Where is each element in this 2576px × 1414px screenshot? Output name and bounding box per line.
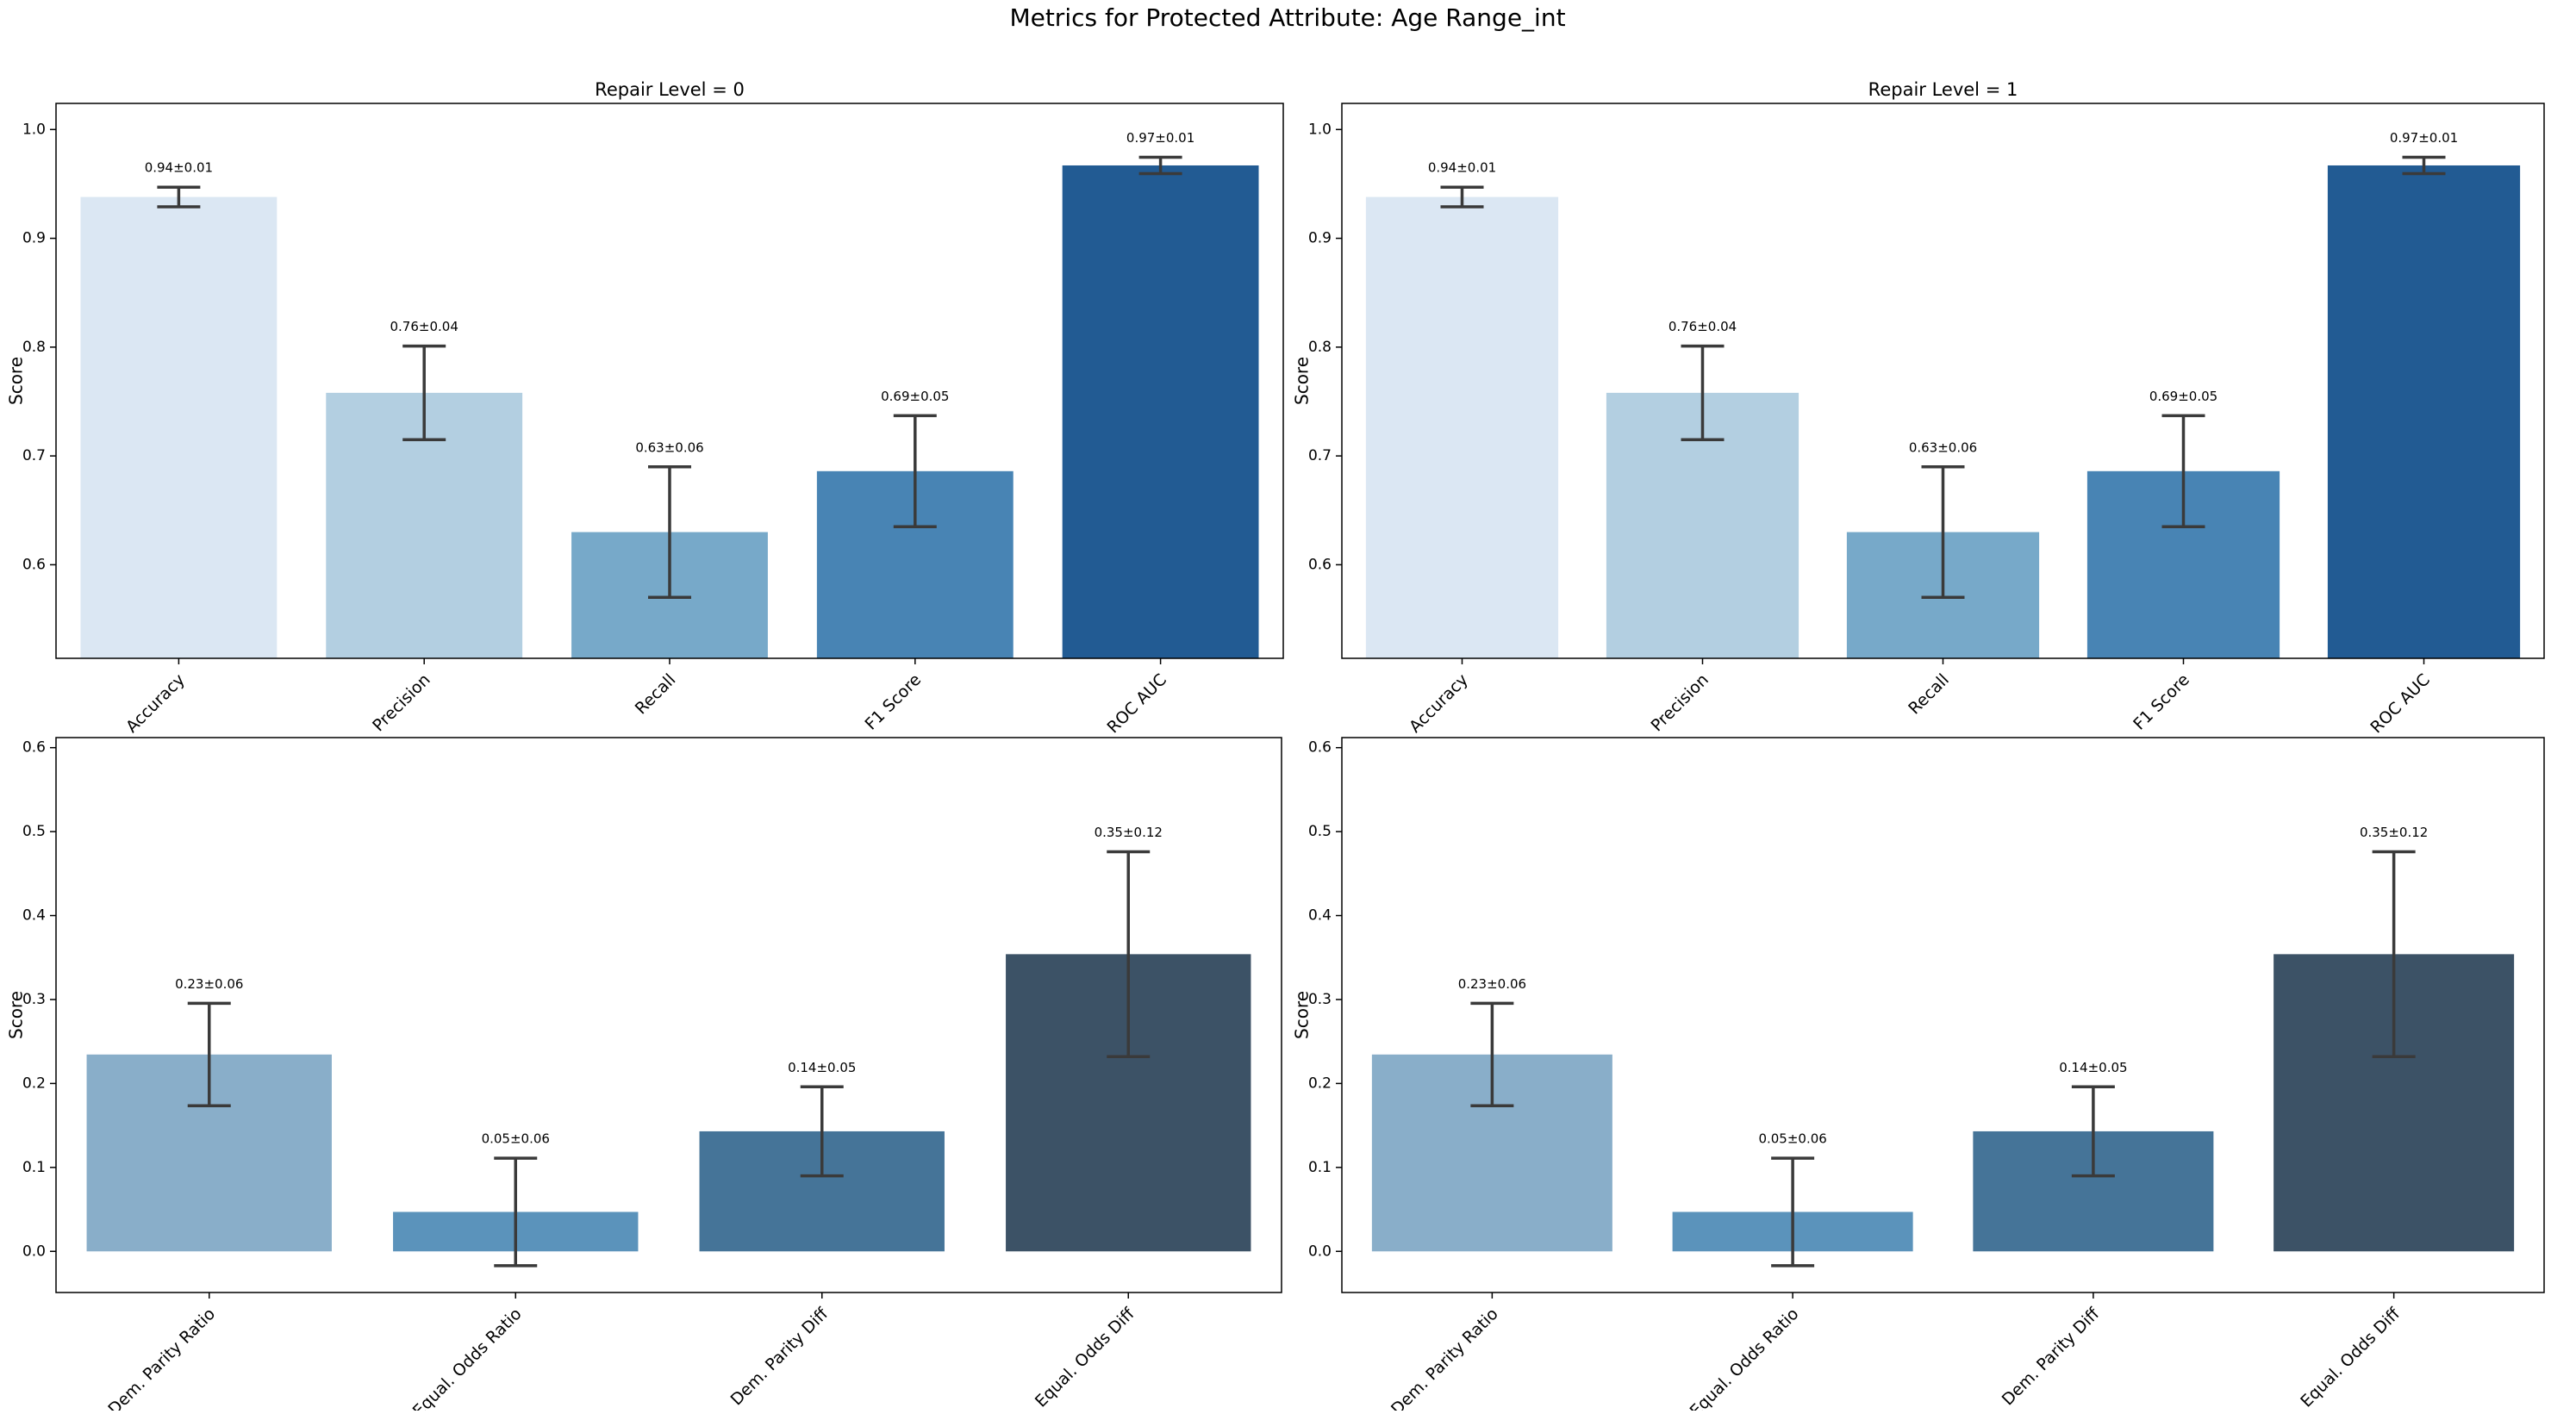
x-tick-label: Precision: [1647, 670, 1712, 736]
bar: [1365, 196, 1559, 659]
value-label: 0.14±0.05: [788, 1060, 856, 1075]
y-tick-label: 0.0: [1308, 1243, 1332, 1260]
x-tick-label: Equal. Odds Ratio: [1687, 1305, 1803, 1411]
plot-frame: [1341, 737, 2545, 1293]
y-tick-label: 0.0: [22, 1243, 46, 1260]
x-tick-label: F1 Score: [861, 670, 925, 734]
plot-frame: [55, 103, 1284, 659]
plot-frame: [55, 737, 1282, 1293]
bar: [1062, 165, 1259, 659]
y-tick-label: 0.6: [1308, 556, 1332, 573]
y-axis-label: Score: [1292, 357, 1313, 405]
value-label: 0.05±0.06: [482, 1131, 550, 1147]
y-tick-label: 0.9: [1308, 230, 1332, 247]
x-tick-label: Accuracy: [1406, 670, 1472, 737]
x-tick-label: ROC AUC: [2367, 670, 2434, 738]
value-label: 0.94±0.01: [1428, 160, 1496, 176]
figure-title: Metrics for Protected Attribute: Age Ran…: [1009, 3, 1565, 32]
y-tick-label: 0.4: [1308, 907, 1332, 925]
value-label: 0.69±0.05: [2149, 389, 2217, 404]
y-tick-label: 0.1: [22, 1159, 46, 1176]
value-label: 0.97±0.01: [1126, 130, 1194, 146]
bar: [80, 196, 278, 659]
x-tick-label: Dem. Parity Diff: [1999, 1304, 2104, 1409]
y-tick-label: 0.3: [22, 991, 46, 1008]
y-tick-label: 0.5: [22, 823, 46, 840]
value-label: 0.14±0.05: [2059, 1060, 2127, 1075]
y-tick-label: 0.6: [1308, 739, 1332, 757]
value-label: 0.76±0.04: [1668, 319, 1737, 334]
y-tick-label: 0.6: [22, 556, 46, 573]
x-tick-label: Precision: [369, 670, 434, 736]
x-tick-label: ROC AUC: [1103, 670, 1170, 738]
y-tick-label: 0.7: [1308, 447, 1332, 464]
value-label: 0.35±0.12: [1095, 825, 1163, 840]
x-tick-label: Recall: [1905, 670, 1953, 719]
y-tick-label: 1.0: [22, 121, 46, 138]
value-label: 0.76±0.04: [390, 319, 458, 334]
x-tick-label: Equal. Odds Ratio: [409, 1305, 526, 1411]
value-label: 0.23±0.06: [175, 976, 243, 992]
y-tick-label: 0.8: [1308, 339, 1332, 356]
y-tick-label: 0.1: [1308, 1159, 1332, 1176]
x-tick-label: Equal. Odds Diff: [1032, 1304, 1138, 1411]
value-label: 0.63±0.06: [1909, 439, 1977, 455]
y-tick-label: 1.0: [1308, 121, 1332, 138]
value-label: 0.23±0.06: [1458, 976, 1526, 992]
value-label: 0.69±0.05: [881, 389, 949, 404]
y-axis-label: Score: [1292, 991, 1313, 1039]
x-tick-label: Dem. Parity Ratio: [1388, 1305, 1502, 1411]
value-label: 0.97±0.01: [2390, 130, 2458, 146]
x-tick-label: Equal. Odds Diff: [2297, 1304, 2404, 1411]
subplot-title: Repair Level = 0: [595, 79, 745, 100]
y-tick-label: 0.7: [22, 447, 46, 464]
y-tick-label: 0.8: [22, 339, 46, 356]
y-tick-label: 0.6: [22, 739, 46, 757]
value-label: 0.94±0.01: [145, 160, 213, 176]
y-tick-label: 0.5: [1308, 823, 1332, 840]
x-tick-label: F1 Score: [2130, 670, 2193, 734]
y-axis-label: Score: [6, 991, 27, 1039]
value-label: 0.05±0.06: [1758, 1131, 1826, 1147]
x-tick-label: Dem. Parity Diff: [727, 1304, 833, 1409]
value-label: 0.63±0.06: [635, 439, 703, 455]
x-tick-label: Recall: [632, 670, 680, 719]
plot-frame: [1341, 103, 2545, 659]
subplot-title: Repair Level = 1: [1868, 79, 2018, 100]
x-tick-label: Dem. Parity Ratio: [104, 1305, 219, 1411]
y-tick-label: 0.9: [22, 230, 46, 247]
bar: [2327, 165, 2521, 659]
x-tick-label: Accuracy: [122, 670, 189, 737]
value-label: 0.35±0.12: [2360, 825, 2428, 840]
y-tick-label: 0.4: [22, 907, 46, 925]
y-tick-label: 0.2: [22, 1075, 46, 1092]
y-axis-label: Score: [6, 357, 27, 405]
y-tick-label: 0.2: [1308, 1075, 1332, 1092]
y-tick-label: 0.3: [1308, 991, 1332, 1008]
